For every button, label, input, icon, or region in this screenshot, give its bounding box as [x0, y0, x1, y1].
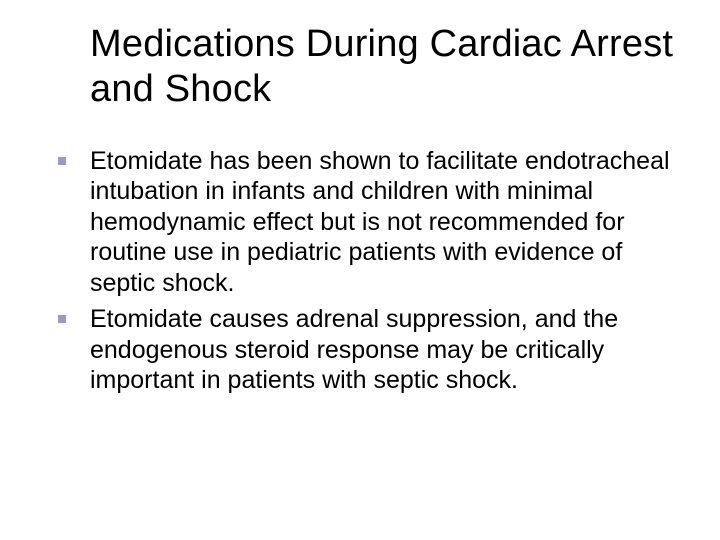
list-item: Etomidate causes adrenal suppression, an…: [56, 304, 680, 396]
square-bullet-icon: [58, 315, 66, 323]
slide-title: Medications During Cardiac Arrest and Sh…: [90, 22, 680, 112]
bullet-text: Etomidate has been shown to facilitate e…: [90, 147, 670, 297]
slide: Medications During Cardiac Arrest and Sh…: [0, 0, 720, 540]
bullet-list: Etomidate has been shown to facilitate e…: [56, 146, 680, 396]
bullet-text: Etomidate causes adrenal suppression, an…: [90, 305, 618, 394]
square-bullet-icon: [58, 157, 66, 165]
list-item: Etomidate has been shown to facilitate e…: [56, 146, 680, 299]
